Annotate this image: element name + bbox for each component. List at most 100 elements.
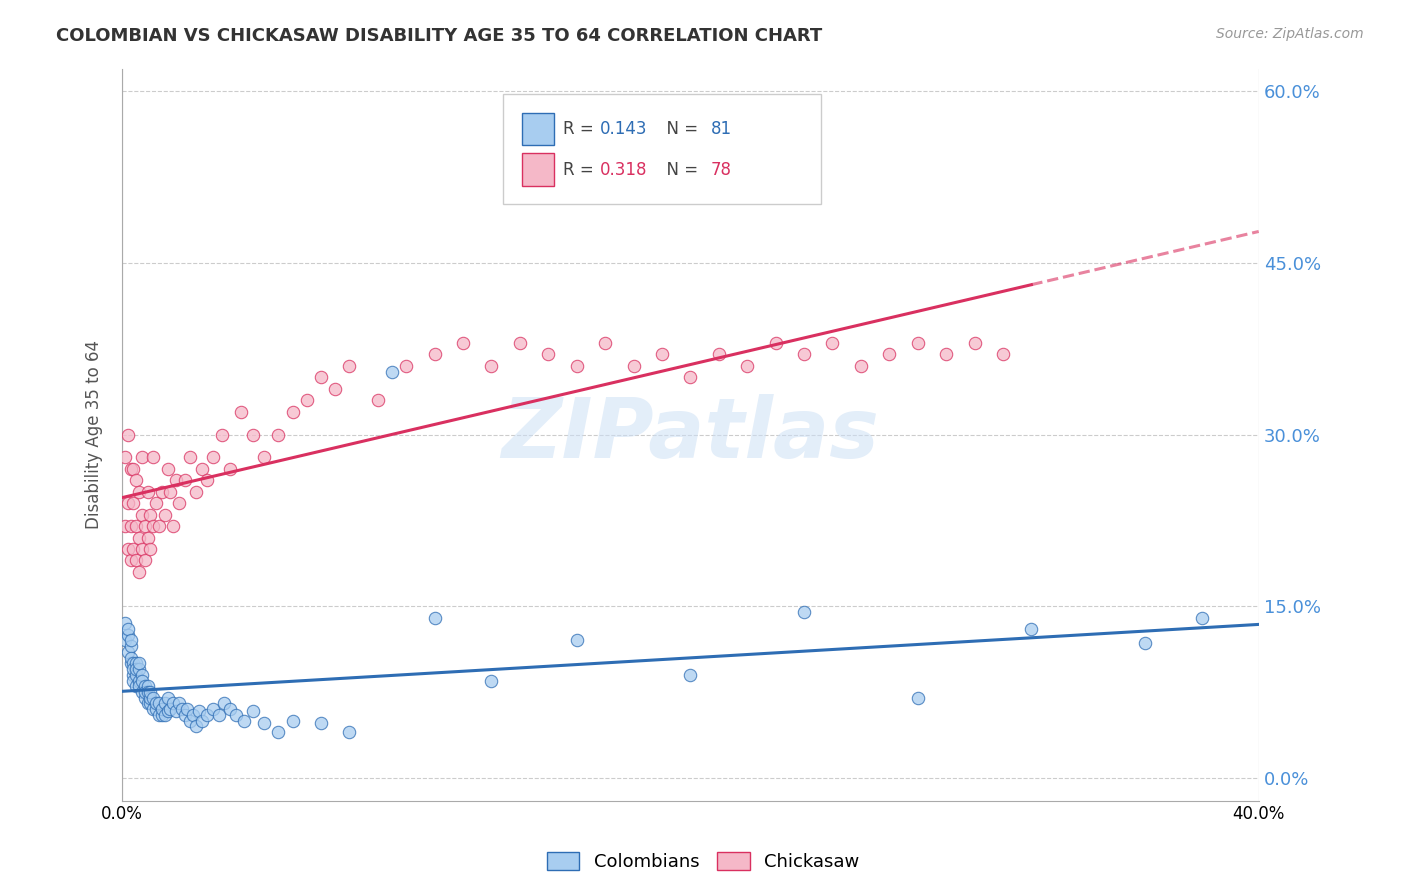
Point xyxy=(423,610,446,624)
Point xyxy=(907,690,929,705)
Point xyxy=(139,541,162,556)
Point xyxy=(231,405,253,419)
Point xyxy=(131,450,153,465)
Point xyxy=(190,714,212,728)
Point xyxy=(153,707,176,722)
Point xyxy=(337,359,360,373)
Point xyxy=(537,347,560,361)
Point xyxy=(295,393,318,408)
Point xyxy=(765,336,787,351)
Point xyxy=(793,347,815,361)
Point xyxy=(117,541,139,556)
Text: 81: 81 xyxy=(711,120,733,138)
Point xyxy=(821,336,844,351)
Point xyxy=(131,667,153,681)
Point xyxy=(122,541,145,556)
Point xyxy=(122,657,145,671)
Point xyxy=(184,719,207,733)
Point xyxy=(145,496,167,510)
Point xyxy=(167,496,190,510)
Point xyxy=(156,705,179,719)
Point xyxy=(367,393,389,408)
Text: N =: N = xyxy=(657,120,703,138)
Point xyxy=(565,359,588,373)
Text: R =: R = xyxy=(562,161,599,178)
Point xyxy=(134,685,156,699)
Point xyxy=(623,359,645,373)
Point xyxy=(211,427,233,442)
Point xyxy=(122,662,145,676)
Point xyxy=(281,405,304,419)
Point xyxy=(173,707,195,722)
Point xyxy=(120,462,142,476)
Point xyxy=(162,519,184,533)
Point xyxy=(142,690,165,705)
Point xyxy=(176,702,198,716)
Point xyxy=(131,685,153,699)
Point xyxy=(991,347,1014,361)
Point xyxy=(131,508,153,522)
Point xyxy=(219,462,242,476)
Point xyxy=(136,531,159,545)
Point xyxy=(120,519,142,533)
Point xyxy=(184,484,207,499)
Point xyxy=(242,705,264,719)
Point xyxy=(120,650,142,665)
Point xyxy=(651,347,673,361)
Point xyxy=(201,450,224,465)
Point xyxy=(195,707,218,722)
Point xyxy=(281,714,304,728)
Point xyxy=(233,714,256,728)
Text: Source: ZipAtlas.com: Source: ZipAtlas.com xyxy=(1216,27,1364,41)
Point xyxy=(1191,610,1213,624)
Point xyxy=(156,462,179,476)
Point xyxy=(148,519,170,533)
Point xyxy=(451,336,474,351)
Point xyxy=(179,714,201,728)
Point xyxy=(114,616,136,631)
Point xyxy=(150,707,173,722)
Point xyxy=(128,484,150,499)
Point xyxy=(963,336,986,351)
Point xyxy=(423,347,446,361)
Point xyxy=(117,645,139,659)
Point xyxy=(125,473,148,487)
Point xyxy=(117,496,139,510)
Point xyxy=(122,673,145,688)
Point xyxy=(145,702,167,716)
Point xyxy=(679,667,702,681)
Point xyxy=(879,347,901,361)
Point xyxy=(337,725,360,739)
Point xyxy=(122,496,145,510)
Point xyxy=(120,633,142,648)
Point xyxy=(219,702,242,716)
Point xyxy=(181,707,204,722)
Point xyxy=(395,359,418,373)
Point xyxy=(131,541,153,556)
Point xyxy=(381,365,404,379)
Point xyxy=(1021,622,1043,636)
Point xyxy=(114,633,136,648)
Point xyxy=(125,519,148,533)
Point xyxy=(167,697,190,711)
Point xyxy=(139,690,162,705)
Point xyxy=(128,662,150,676)
Point xyxy=(128,565,150,579)
Point xyxy=(117,427,139,442)
Point xyxy=(134,553,156,567)
Point xyxy=(150,702,173,716)
Point xyxy=(120,553,142,567)
Point xyxy=(136,679,159,693)
Point xyxy=(159,484,181,499)
Point xyxy=(114,519,136,533)
Point xyxy=(136,484,159,499)
Point xyxy=(481,673,503,688)
Point xyxy=(134,519,156,533)
Point xyxy=(125,679,148,693)
Point xyxy=(145,697,167,711)
Point xyxy=(142,450,165,465)
Point xyxy=(139,508,162,522)
Point xyxy=(153,508,176,522)
Point xyxy=(170,702,193,716)
Text: R =: R = xyxy=(562,120,599,138)
